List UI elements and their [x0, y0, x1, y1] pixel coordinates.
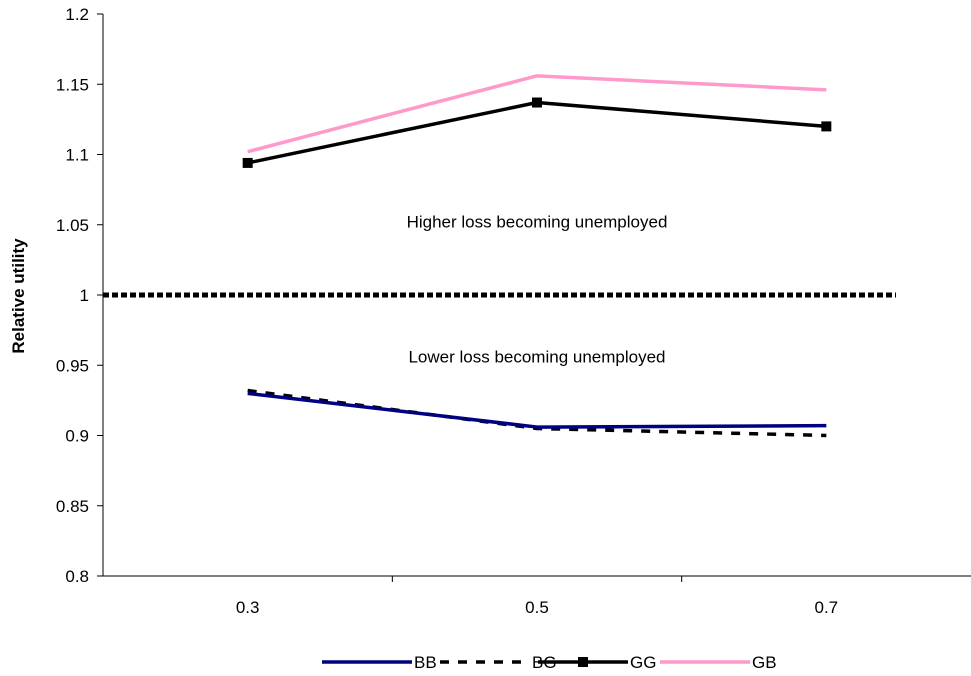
y-tick-label: 0.9 [65, 427, 89, 446]
y-tick-label: 1.1 [65, 146, 89, 165]
y-tick-label: 1.05 [56, 216, 89, 235]
y-tick-label: 0.85 [56, 497, 89, 516]
series-line-gb [247, 74, 827, 154]
legend-marker-gg [578, 657, 588, 667]
y-tick-label: 1.2 [65, 5, 89, 24]
annotation: Lower loss becoming unemployed [408, 347, 665, 366]
series-line-bb [247, 391, 827, 429]
legend-label-bb: BB [414, 653, 437, 672]
y-tick-label: 1 [80, 286, 89, 305]
x-tick-label: 0.7 [815, 598, 839, 617]
x-tick-label: 0.5 [525, 598, 549, 617]
data-point-gg [821, 121, 832, 132]
data-point-gg [242, 157, 253, 168]
y-axis-title: Relative utility [9, 238, 28, 354]
series-line-gg [247, 100, 827, 165]
data-point-gg [532, 97, 542, 108]
y-tick-label: 0.8 [65, 567, 89, 586]
y-tick-label: 0.95 [56, 356, 89, 375]
legend-label-gg: GG [630, 653, 656, 672]
annotation: Higher loss becoming unemployed [407, 213, 668, 232]
x-tick-label: 0.3 [236, 598, 260, 617]
legend-label-gb: GB [752, 653, 777, 672]
y-tick-label: 1.15 [56, 75, 89, 94]
